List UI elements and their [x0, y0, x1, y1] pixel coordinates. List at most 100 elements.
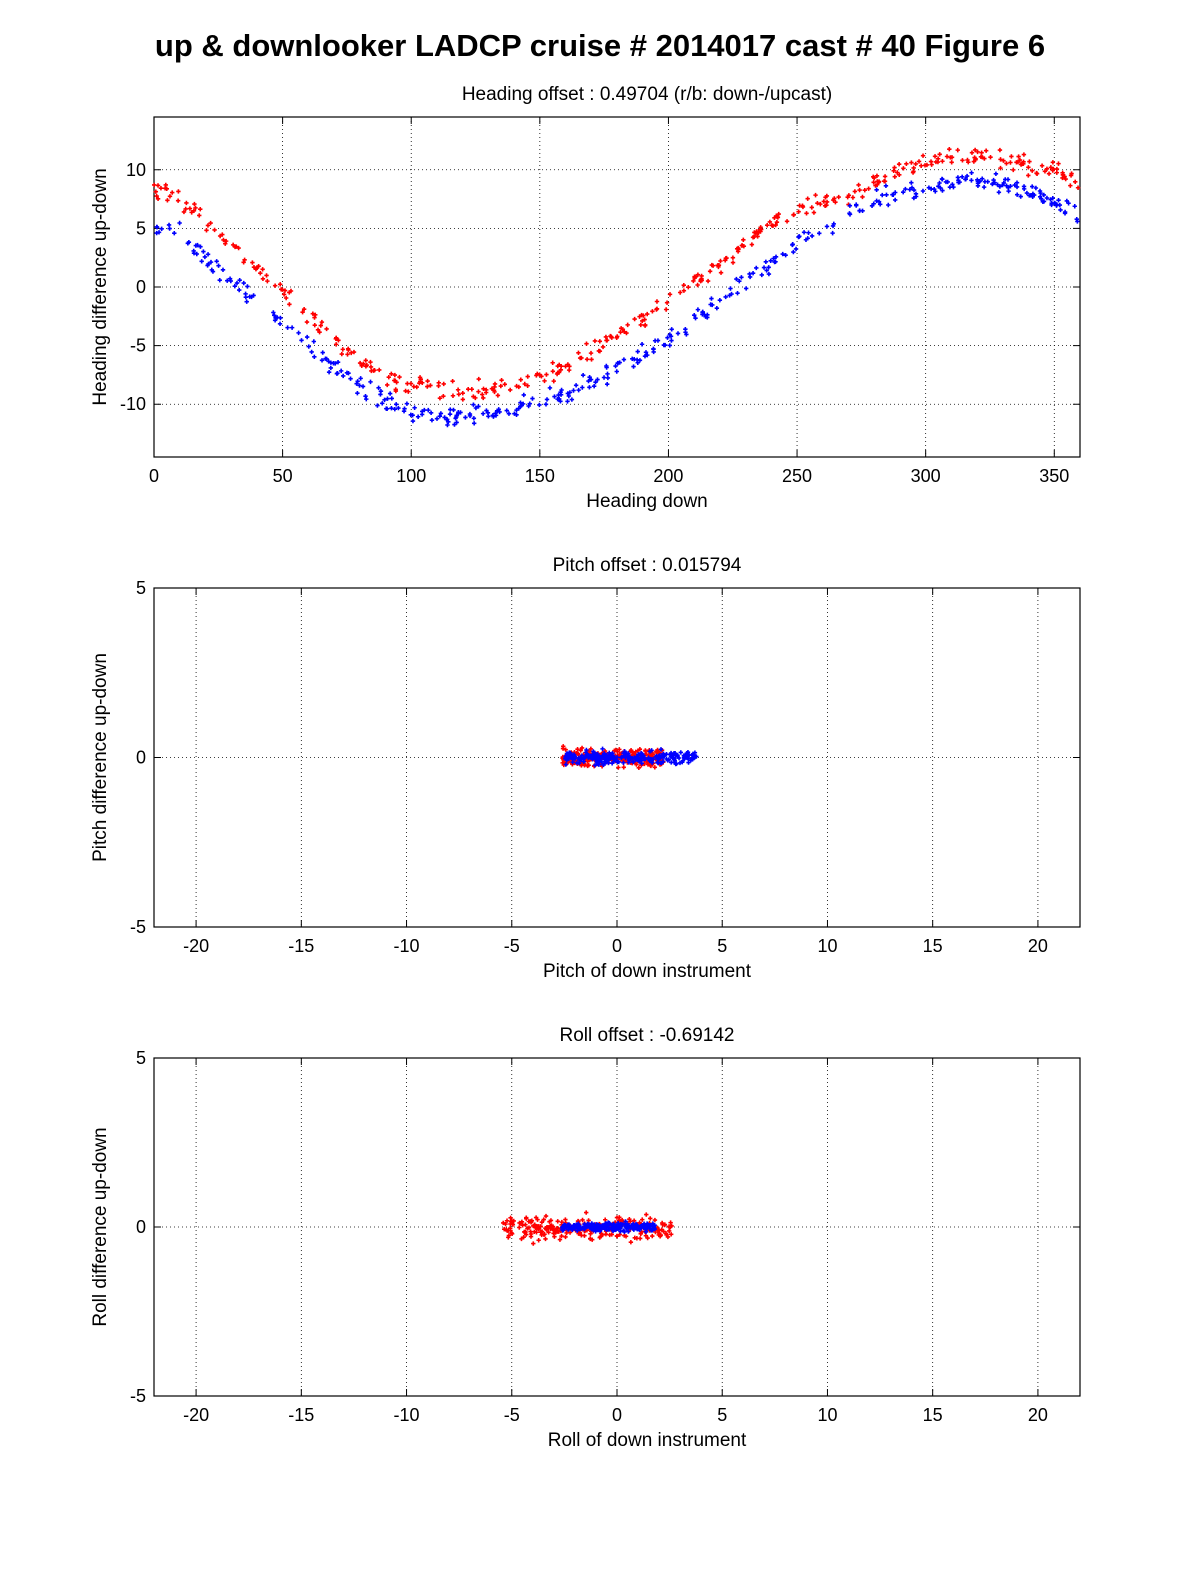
- data-point: [410, 412, 415, 418]
- data-point: [299, 338, 304, 343]
- data-point: [256, 263, 261, 269]
- data-point: [896, 162, 902, 167]
- data-point: [768, 258, 773, 264]
- data-point: [612, 1227, 618, 1233]
- data-point: [355, 390, 360, 396]
- data-point: [566, 756, 571, 762]
- data-point: [661, 753, 666, 759]
- data-point: [282, 288, 288, 293]
- data-point: [886, 202, 891, 208]
- data-point: [425, 378, 430, 384]
- data-point: [969, 178, 974, 183]
- data-point: [997, 184, 1003, 189]
- data-point: [579, 763, 584, 768]
- data-point: [223, 241, 228, 246]
- data-point: [667, 343, 672, 348]
- data-point: [876, 180, 881, 185]
- data-point: [730, 255, 736, 260]
- data-point: [632, 316, 637, 322]
- data-point: [1075, 219, 1080, 224]
- data-point: [208, 220, 213, 226]
- data-point: [357, 383, 362, 388]
- data-point: [345, 352, 350, 357]
- data-point: [975, 183, 981, 188]
- data-point: [874, 198, 879, 204]
- data-point: [583, 1210, 589, 1215]
- data-point: [392, 407, 398, 412]
- x-tick-label: 20: [1028, 936, 1048, 956]
- data-point: [559, 1233, 564, 1239]
- data-point: [871, 174, 876, 179]
- data-point: [937, 180, 942, 186]
- pitch-offset-panel: -20 -15 -10 -5 0 5 10 15 20 5 0 -5 Pitch offset : 0.…: [90, 555, 1081, 982]
- y-tick-label: -5: [130, 917, 146, 937]
- data-point: [493, 413, 499, 418]
- data-point: [882, 174, 888, 179]
- data-point: [601, 375, 607, 380]
- data-point: [972, 147, 978, 153]
- data-point: [193, 205, 198, 211]
- data-point: [280, 287, 285, 292]
- data-point: [715, 263, 720, 268]
- data-point: [877, 202, 883, 207]
- data-point: [392, 372, 398, 378]
- data-point: [476, 404, 481, 409]
- data-point: [644, 1212, 649, 1217]
- data-point: [920, 188, 926, 194]
- data-point: [543, 1213, 549, 1219]
- data-point: [419, 412, 425, 417]
- data-point: [508, 1219, 514, 1224]
- data-point: [909, 160, 914, 165]
- data-point: [277, 282, 283, 287]
- data-point: [563, 1234, 568, 1240]
- data-point: [1014, 180, 1020, 185]
- data-point: [310, 311, 316, 316]
- data-point: [438, 411, 444, 416]
- data-point: [1046, 171, 1052, 176]
- data-point: [948, 155, 953, 160]
- data-point: [323, 356, 328, 361]
- data-point: [594, 752, 599, 758]
- data-point: [441, 381, 446, 387]
- data-point: [1012, 182, 1017, 188]
- data-point: [645, 352, 650, 358]
- data-point: [643, 756, 648, 762]
- data-point: [652, 765, 658, 770]
- x-tick-label: -10: [394, 1405, 420, 1425]
- data-point: [793, 246, 799, 252]
- data-point: [580, 372, 586, 378]
- data-point: [909, 180, 914, 185]
- data-point: [576, 350, 581, 356]
- data-point: [1063, 176, 1068, 182]
- data-point: [507, 387, 513, 393]
- data-point: [575, 747, 580, 752]
- data-point: [767, 219, 773, 225]
- data-point: [393, 378, 398, 383]
- data-point: [344, 370, 350, 376]
- data-point: [649, 1227, 654, 1233]
- data-point: [205, 252, 211, 257]
- data-point: [602, 751, 607, 756]
- data-point: [584, 747, 589, 753]
- data-point: [700, 312, 705, 317]
- data-point: [790, 242, 795, 248]
- data-point: [776, 211, 781, 217]
- data-point: [650, 1233, 655, 1239]
- data-point: [739, 275, 744, 280]
- data-point: [209, 267, 215, 273]
- data-point: [508, 1228, 513, 1233]
- data-point: [677, 290, 683, 295]
- data-point: [508, 1215, 513, 1220]
- data-point: [285, 325, 290, 330]
- data-point: [817, 231, 822, 236]
- data-point: [260, 276, 266, 282]
- data-point: [680, 760, 685, 765]
- data-point: [998, 157, 1003, 162]
- data-point: [372, 368, 377, 373]
- data-point: [638, 322, 643, 328]
- data-point: [750, 235, 756, 240]
- data-point: [644, 1221, 650, 1226]
- data-point: [1050, 168, 1055, 173]
- data-point: [199, 259, 204, 264]
- data-point: [695, 282, 700, 288]
